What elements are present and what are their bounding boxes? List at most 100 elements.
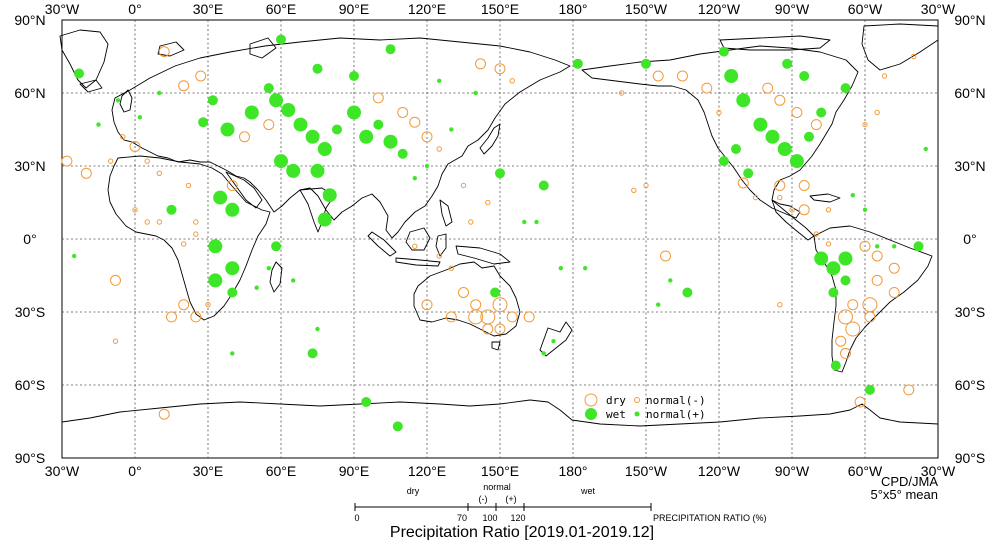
credit-label: CPD/JMA [881,474,938,489]
dry-station-marker [226,180,238,191]
dry-station-marker [701,82,713,94]
dry-station-marker [158,408,170,420]
wet-station-marker [305,129,320,144]
dry-station-marker [144,219,150,225]
wet-station-marker [449,127,454,132]
british-isles-outline [119,89,133,113]
wet-station-marker [347,105,361,120]
wet-station-marker [522,219,527,225]
arabia-outline [225,171,263,209]
new-guinea-outline [455,245,511,265]
dry-station-marker [523,311,535,323]
greenland-east-outline [861,23,939,71]
legend-wet-label: wet [606,408,626,421]
dry-station-marker [854,396,866,408]
wet-station-marker [74,68,84,79]
dry-station-marker [436,253,442,259]
dry-station-marker [881,73,888,79]
wet-station-marker [383,134,398,149]
dry-station-marker [178,299,190,311]
wet-station-marker [96,122,101,127]
scale-tick-label-0: 0 [354,513,359,523]
wet-station-marker [551,339,556,344]
lat-label-right: 90°N [954,12,985,28]
scale-tick-label-100: 100 [482,513,497,523]
lon-label-bottom: 60°W [848,463,883,479]
wet-station-marker [361,397,372,407]
wet-station-marker [826,261,841,276]
wet-station-marker [558,266,563,271]
philippines-outline [439,199,453,227]
dry-station-marker [421,299,433,311]
dry-station-marker [108,158,114,164]
scale-tick-label-70: 70 [457,513,467,523]
wet-station-marker [572,58,583,69]
wet-station-marker [220,122,235,137]
dry-station-marker [652,70,664,82]
lon-label-top: 30°W [45,1,80,17]
dry-station-marker [789,207,795,213]
wet-station-marker [412,176,417,181]
wet-station-marker [227,287,238,298]
lat-label-left: 90°N [14,12,45,28]
dry-station-marker [871,250,883,262]
wet-station-marker [293,117,308,132]
wet-station-marker [225,202,240,217]
wet-station-marker [276,34,286,45]
dry-station-marker [482,323,494,335]
wet-station-marker [424,163,430,169]
wet-station-marker [541,351,546,356]
lon-label-bottom: 180° [559,463,588,479]
station-markers [61,34,928,432]
wet-station-marker [724,69,739,83]
dry-station-marker [468,309,484,325]
wet-station-marker [799,71,810,81]
lon-label-top: 120°E [408,1,446,17]
map-legend: dry wet normal(-) normal(+) [584,393,706,421]
wet-station-marker [281,103,296,117]
north-america-outline [581,45,859,219]
dry-station-marker [397,107,409,118]
lat-label-left: 90°S [15,450,46,466]
dry-station-marker [181,241,187,247]
wet-station-marker [213,190,228,205]
sumatra-outline [367,231,397,257]
dry-station-marker [193,231,199,237]
borneo-outline [405,227,431,251]
wet-station-marker [254,285,259,290]
dry-station-marker [263,119,275,131]
dry-station-marker [774,94,786,106]
dry-station-marker [448,265,454,271]
dry-station-marker [494,63,506,75]
wet-station-marker [332,124,342,135]
wet-station-marker [838,251,853,266]
dry-station-marker [460,182,467,189]
dry-station-marker [185,182,192,189]
novaya-zemlya-outline [249,37,277,59]
dry-station-marker [436,146,442,152]
africa-outline [107,155,271,321]
wet-station-marker [263,83,274,94]
wet-station-marker [115,98,121,103]
scale-minus-label: (-) [479,494,488,504]
dry-station-marker [631,187,637,194]
wet-station-marker [437,78,442,84]
dry-station-marker [190,311,202,323]
dry-station-marker [132,207,138,213]
lon-label-top: 90°E [339,1,370,17]
wet-station-marker [207,95,218,106]
dry-station-marker [888,262,900,274]
grid-note-label: 5°x5° mean [871,487,939,502]
wet-station-marker [271,241,282,252]
dry-station-marker [458,287,469,298]
dry-station-marker [845,321,861,337]
wet-station-marker [166,204,177,215]
legend-normal-minus-label: normal(-) [646,394,706,407]
wet-station-marker [392,421,403,432]
lat-label-left: 60°S [15,377,46,393]
dry-station-marker [660,250,671,262]
madagascar-outline [269,261,283,293]
dry-station-marker [825,241,832,247]
